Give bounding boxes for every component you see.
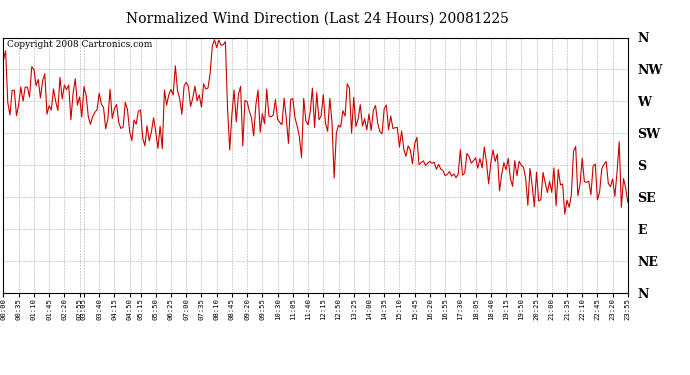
- Text: Copyright 2008 Cartronics.com: Copyright 2008 Cartronics.com: [7, 40, 152, 49]
- Text: Normalized Wind Direction (Last 24 Hours) 20081225: Normalized Wind Direction (Last 24 Hours…: [126, 11, 509, 25]
